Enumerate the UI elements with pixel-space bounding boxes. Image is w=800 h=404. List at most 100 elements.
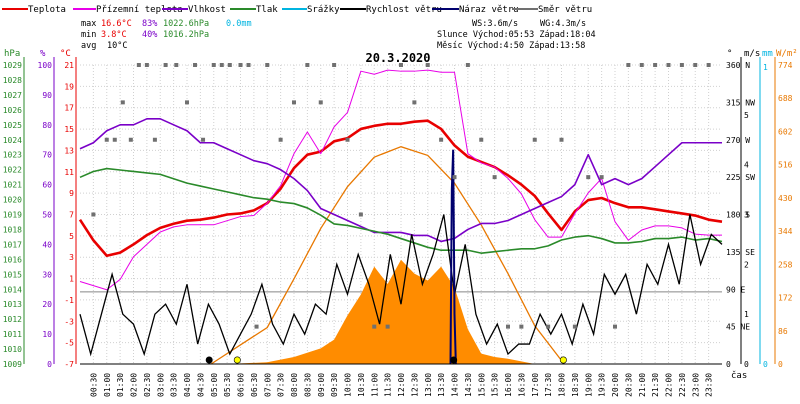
x-tick-label: 21:30 — [651, 373, 660, 397]
pct-tick-label: 0 — [47, 360, 52, 369]
direction-point — [385, 324, 390, 329]
temp-tick-label: 21 — [64, 61, 74, 70]
ms-tick-label: 1 — [744, 310, 749, 319]
x-tick-label: 08:30 — [303, 373, 312, 397]
wind-speed-line — [79, 214, 723, 357]
direction-point — [120, 100, 125, 105]
x-tick-label: 15:00 — [477, 373, 486, 397]
x-tick-label: 07:30 — [277, 373, 286, 397]
wind-gust-line — [449, 149, 457, 365]
direction-point — [452, 175, 457, 180]
temp-tick-label: 15 — [64, 125, 74, 134]
x-tick-label: 18:30 — [571, 373, 580, 397]
temp-tick-label: 11 — [64, 168, 74, 177]
direction-point — [91, 212, 96, 217]
direction-point — [613, 324, 617, 329]
x-tick-label: 11:30 — [384, 373, 393, 397]
temp-tick-label: 3 — [69, 253, 74, 262]
hpa-tick-label: 1026 — [3, 106, 22, 115]
stats-avg-temp: 10°C — [107, 41, 127, 51]
x-tick-label: 19:30 — [598, 373, 607, 397]
legend-naraz-vetru: Náraz větru — [459, 5, 519, 15]
x-tick-label: 02:00 — [130, 373, 139, 397]
stats-max-temp: 16.6°C — [101, 19, 132, 29]
x-tick-label: 01:00 — [103, 373, 112, 397]
wm2-tick-label: 258 — [778, 260, 793, 269]
temp-tick-label: -5 — [64, 339, 74, 348]
x-tick-label: 16:00 — [504, 373, 513, 397]
x-tick-label: 10:30 — [357, 373, 366, 397]
direction-point — [626, 63, 631, 67]
direction-point — [193, 63, 198, 67]
x-tick-label: 18:00 — [558, 373, 567, 397]
x-tick-label: 07:00 — [263, 373, 272, 397]
direction-point — [104, 137, 109, 142]
sunrise-marker — [233, 356, 241, 364]
dir-tick-label: 0 — [726, 360, 731, 369]
unit-temp: °C — [60, 49, 71, 59]
unit-dir: ° — [727, 49, 732, 59]
x-tick-label: 06:00 — [237, 373, 246, 397]
x-tick-label: 14:30 — [464, 373, 473, 397]
stats-max-hum: 83% — [142, 19, 157, 29]
stats-min-hum: 40% — [142, 30, 157, 40]
hpa-tick-label: 1017 — [3, 240, 22, 249]
x-tick-label: 08:00 — [290, 373, 299, 397]
hpa-tick-label: 1029 — [3, 61, 22, 70]
x-tick-label: 06:30 — [250, 373, 259, 397]
direction-point — [439, 137, 444, 142]
series-line — [78, 119, 723, 258]
legend-tlak: Tlak — [256, 5, 278, 15]
hpa-tick-label: 1024 — [3, 136, 22, 145]
pct-tick-label: 80 — [42, 121, 52, 130]
x-tick-label: 03:30 — [170, 373, 179, 397]
direction-point — [546, 324, 551, 329]
direction-point — [479, 137, 484, 142]
dir-tick-label: 315 NW — [726, 98, 755, 107]
direction-point — [586, 175, 591, 180]
direction-point — [693, 63, 698, 67]
x-tick-label: 23:30 — [705, 373, 714, 397]
x-tick-label: 05:00 — [210, 373, 219, 397]
chart-title: 20.3.2020 — [365, 51, 430, 65]
wm2-tick-label: 688 — [778, 94, 793, 103]
direction-point — [653, 63, 658, 67]
wm2-tick-label: 86 — [778, 327, 788, 336]
x-tick-label: 00:30 — [89, 373, 98, 397]
direction-point — [318, 100, 323, 105]
direction-point — [399, 63, 403, 67]
stats-sun: Slunce Východ:05:53 Západ:18:04 — [437, 30, 596, 40]
solar-curve — [210, 146, 565, 365]
x-tick-label: 19:00 — [584, 373, 593, 397]
direction-point — [185, 100, 189, 105]
x-tick-label: 16:30 — [517, 373, 526, 397]
dir-tick-label: 90 E — [726, 285, 745, 294]
temp-tick-label: -7 — [64, 360, 74, 369]
x-tick-label: 20:00 — [611, 373, 620, 397]
pct-tick-label: 10 — [42, 330, 52, 339]
direction-point — [425, 63, 430, 67]
direction-point — [144, 63, 149, 67]
ms-tick-label: 4 — [744, 161, 749, 170]
stats-ws: WS:3.6m/s — [472, 19, 518, 29]
hpa-tick-label: 1016 — [3, 255, 22, 264]
hpa-tick-label: 1012 — [3, 315, 22, 324]
direction-point — [559, 137, 564, 142]
direction-point — [128, 137, 133, 142]
chart-marks — [91, 63, 711, 364]
direction-point — [278, 137, 283, 142]
direction-point — [136, 63, 141, 67]
temp-tick-label: 9 — [69, 189, 74, 198]
temp-tick-label: 19 — [64, 82, 74, 91]
hpa-tick-label: 1023 — [3, 151, 22, 160]
legend-vlhkost: Vlhkost — [188, 5, 226, 15]
pct-tick-label: 60 — [42, 181, 52, 190]
wm2-tick-label: 172 — [778, 294, 793, 303]
direction-point — [412, 100, 417, 105]
unit-time: čas — [731, 370, 747, 381]
x-tick-label: 17:30 — [544, 373, 553, 397]
dir-tick-label: 135 SE — [726, 248, 755, 257]
x-tick-label: 12:00 — [397, 373, 406, 397]
direction-point — [465, 63, 470, 67]
